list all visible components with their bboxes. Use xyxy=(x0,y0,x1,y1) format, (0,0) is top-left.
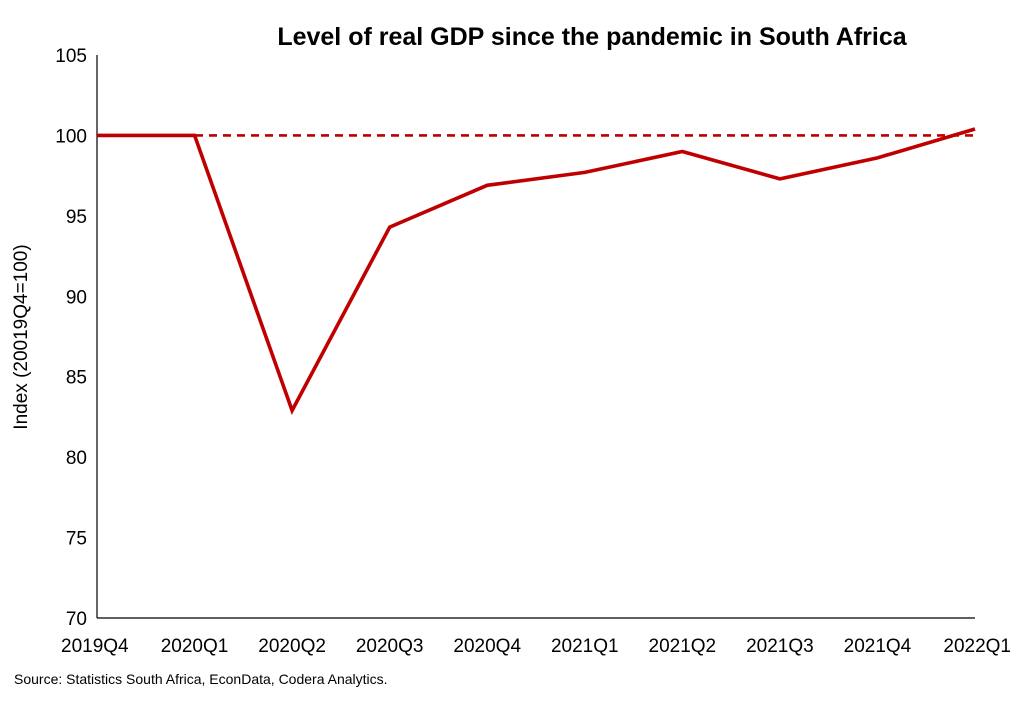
y-tick-label: 85 xyxy=(66,368,87,389)
y-tick-label: 95 xyxy=(66,207,87,228)
y-tick-label: 90 xyxy=(66,287,87,308)
x-tick-label: 2019Q4 xyxy=(61,636,129,657)
x-tick-label: 2021Q4 xyxy=(844,636,912,657)
x-tick-label: 2021Q2 xyxy=(649,636,717,657)
x-tick-label: 2020Q4 xyxy=(453,636,521,657)
chart-title: Level of real GDP since the pandemic in … xyxy=(277,23,907,51)
y-tick-labels: 70 75 80 85 90 95 100 105 xyxy=(55,46,87,630)
y-tick-label: 80 xyxy=(66,448,87,469)
x-tick-label: 2021Q1 xyxy=(551,636,619,657)
y-axis-label: Index (20019Q4=100) xyxy=(11,244,32,429)
series-layer xyxy=(97,127,976,415)
y-tick-label: 100 xyxy=(55,126,87,147)
x-tick-label: 2022Q1 xyxy=(943,636,1011,657)
y-tick-label: 70 xyxy=(66,609,87,630)
source-note: Source: Statistics South Africa, EconDat… xyxy=(14,671,388,687)
x-tick-label: 2020Q1 xyxy=(161,636,229,657)
x-tick-label: 2021Q3 xyxy=(746,636,814,657)
y-tick-label: 105 xyxy=(55,46,87,67)
axes xyxy=(96,55,975,619)
x-tick-label: 2020Q2 xyxy=(258,636,326,657)
x-tick-label: 2020Q3 xyxy=(356,636,424,657)
x-tick-labels: 2019Q4 2020Q1 2020Q2 2020Q3 2020Q4 2021Q1 2021… xyxy=(61,636,1011,657)
y-tick-label: 75 xyxy=(66,529,87,550)
gdp-series-line xyxy=(97,127,976,415)
